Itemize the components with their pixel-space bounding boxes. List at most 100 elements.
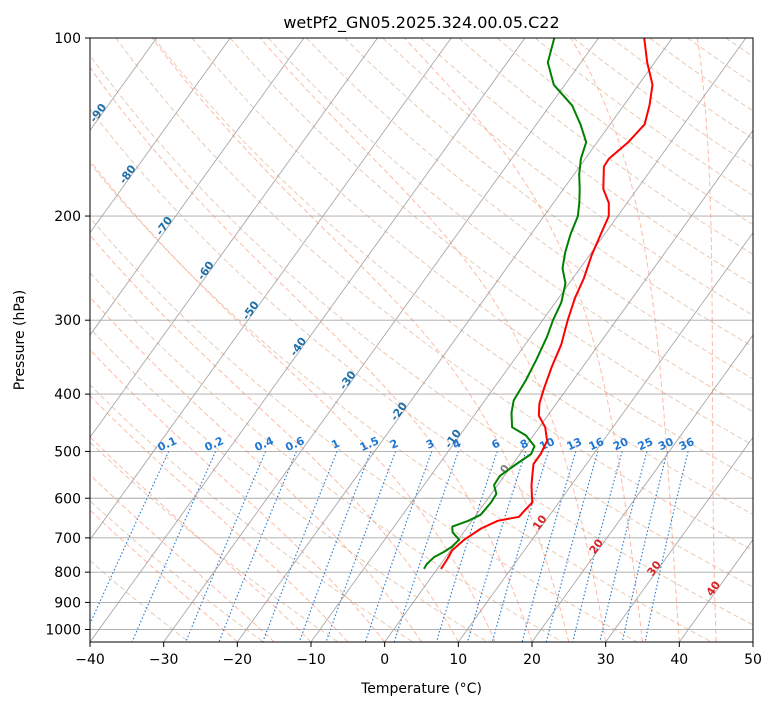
mixing-ratio-line [185,451,267,642]
moist-adiabat-line [90,474,275,642]
y-tick-label: 500 [54,444,81,460]
isotherm-line [90,38,526,642]
dry-adiabat-line [90,162,712,642]
moist-adiabat-line [90,296,422,642]
dry-adiabat-line [153,38,753,515]
isotherm-line [236,38,673,642]
mixing-ratio-label: 25 [636,435,655,453]
isotherm-label-cold: -30 [337,368,359,392]
mixing-ratio-line [131,451,217,642]
dry-adiabat-line [90,216,638,642]
chart-title: wetPf2_GN05.2025.324.00.05.C22 [283,13,559,33]
isotherm-label-cold: -20 [388,399,410,423]
dry-adiabat-line [90,559,190,642]
dry-adiabat-line [90,441,339,642]
isotherm-line [752,641,753,642]
mixing-ratio-label: 36 [677,435,697,453]
isotherm-line [457,231,753,642]
mixing-ratio-line [621,451,668,642]
dry-adiabat-line [90,384,414,642]
mixing-ratio-line [364,451,433,642]
moist-adiabat-line [90,509,238,642]
mixing-ratio-label: 13 [565,435,584,453]
isotherm-line [90,38,452,541]
isotherm-label-cold: -60 [195,259,217,283]
mixing-ratio-line [545,451,599,642]
x-tick-label: 40 [670,652,688,668]
dry-adiabat-line [115,38,753,551]
mixing-ratio-label: 30 [656,435,676,453]
isotherm-label-warm: 10 [530,512,550,532]
mixing-ratio-line [644,451,689,642]
isotherm-line [678,538,753,642]
dry-adiabat-line [229,38,753,446]
isotherms [90,38,753,642]
moist-adiabat-line [90,66,533,642]
moist-adiabat-line [90,348,386,642]
mixing-ratio-line [325,451,397,642]
isotherm-line [90,38,231,234]
x-tick-label: 0 [380,652,389,668]
dry-adiabat-line [687,38,753,85]
moist-adiabat-line [259,38,607,642]
y-tick-label: 100 [54,31,81,47]
dry-adiabat-line [611,38,753,140]
x-axis-label: Temperature (°C) [360,681,482,697]
isotherm-label-cold: -40 [287,335,309,359]
y-tick-label: 900 [54,595,81,611]
isotherm-line [605,436,753,642]
mixing-ratio-line [599,451,648,642]
isotherm-line [90,38,378,439]
plot-area: -100-90-80-70-60-50-40-30-20-10010203040… [90,38,775,642]
mixing-ratio-line [262,451,338,642]
moist-adiabat-line [90,159,496,642]
dry-adiabat-line [90,500,264,642]
isotherm-line [163,38,599,642]
mixing-ratio-line [435,451,498,642]
dry-adiabat-line [90,54,753,588]
isotherm-label-warm: 40 [704,578,724,598]
mixing-ratio-label: 6 [490,437,503,452]
dry-adiabat-line [420,38,753,286]
isotherm-line [531,334,753,642]
y-tick-label: 1000 [45,623,81,639]
y-tick-label: 200 [54,209,81,225]
moist-adiabat-line [90,394,349,642]
y-tick-label: 800 [54,565,81,581]
dry-adiabat-line [344,38,753,348]
moist-adiabats [90,38,753,642]
dry-adiabat-line [764,38,775,642]
pressure-gridlines [90,38,753,630]
dry-adiabat-line [534,38,753,197]
mixing-ratio-label: 3 [424,437,436,452]
mixing-ratio-label: 20 [611,435,631,453]
mixing-ratio-line [466,451,527,642]
moist-adiabat-line [696,38,717,642]
dry-adiabat-line [267,38,753,413]
isotherm-line [310,38,747,642]
y-tick-label: 600 [54,491,81,507]
mixing-ratio-line [521,451,577,642]
moist-adiabat-line [403,38,643,642]
dry-adiabat-line [90,271,563,642]
moist-adiabat-line [151,38,570,642]
temperature-line [440,38,654,570]
isotherm-label-cold: -70 [153,214,175,238]
moist-adiabat-line [752,537,753,642]
x-tick-label: −30 [149,652,179,668]
mixing-ratio-line [298,451,372,642]
y-tick-label: 400 [54,387,81,403]
mixing-ratio-label: 16 [587,435,607,453]
isotherm-line [90,38,305,336]
moist-adiabat-line [90,234,459,642]
dry-adiabats [90,38,775,642]
dry-adiabat-line [649,38,753,112]
dry-adiabat-line [725,38,753,58]
moist-adiabat-line [570,38,680,642]
mixing-ratio-lines [90,451,689,642]
mixing-ratio-label: 1 [329,437,341,452]
y-axis-ticks: 100 200 300 400 500 600 700 800 900 1000 [45,31,90,639]
sounding-series [423,38,654,570]
dry-adiabat-line [496,38,753,226]
